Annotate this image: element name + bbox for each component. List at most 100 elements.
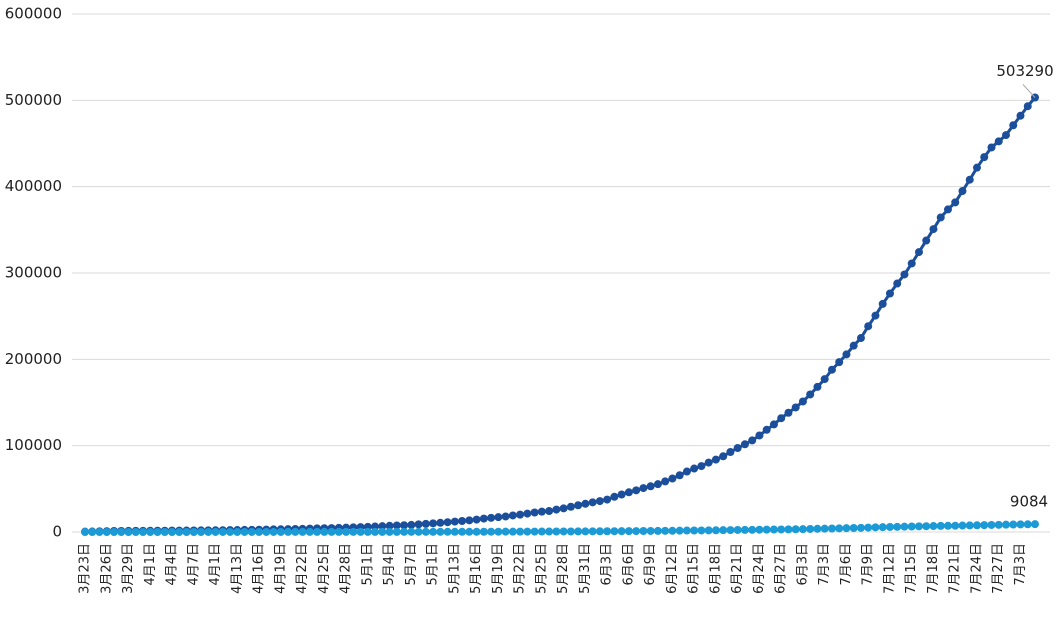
data-point: [798, 397, 807, 406]
data-point: [733, 443, 742, 452]
data-point: [842, 524, 851, 533]
data-point: [168, 527, 177, 536]
data-point: [784, 408, 793, 417]
data-point: [124, 527, 133, 536]
data-point: [501, 512, 510, 521]
data-point: [494, 513, 503, 522]
data-point: [943, 205, 952, 214]
x-tick-label: 3月26日: [99, 543, 114, 594]
x-tick-label: 4月1日: [208, 543, 223, 586]
data-point: [494, 527, 503, 536]
data-point: [820, 375, 829, 384]
data-point: [777, 414, 786, 423]
data-point: [769, 525, 778, 534]
data-point: [545, 507, 554, 516]
data-point: [704, 526, 713, 535]
data-point: [240, 527, 249, 536]
data-point: [516, 510, 525, 519]
data-point: [363, 527, 372, 536]
data-point: [110, 527, 119, 536]
data-point: [965, 175, 974, 184]
data-point: [813, 382, 822, 391]
data-point: [885, 522, 894, 531]
data-point: [936, 213, 945, 222]
data-point: [856, 523, 865, 532]
x-tick-label: 5月1日: [426, 543, 441, 586]
x-tick-label: 5月16日: [469, 543, 484, 594]
data-point: [508, 527, 517, 536]
data-point: [392, 527, 401, 536]
data-point: [588, 498, 597, 507]
data-point: [414, 520, 423, 529]
data-point: [458, 527, 467, 536]
x-tick-label: 6月9日: [643, 543, 658, 586]
data-point: [617, 490, 626, 499]
data-point: [472, 527, 481, 536]
data-point: [407, 520, 416, 529]
data-point: [545, 527, 554, 536]
x-tick-label: 4月28日: [339, 543, 354, 594]
x-tick-label: 4月4日: [165, 543, 180, 586]
data-point: [798, 525, 807, 534]
x-tick-label: 6月3日: [600, 543, 615, 586]
data-point: [131, 527, 140, 536]
x-tick-label: 3月23日: [78, 543, 93, 594]
data-point: [871, 311, 880, 320]
data-point: [400, 527, 409, 536]
data-point: [305, 527, 314, 536]
y-tick-label: 0: [52, 523, 62, 541]
data-point: [117, 527, 126, 536]
data-point: [849, 341, 858, 350]
data-point: [291, 527, 300, 536]
series-line: [84, 96, 1037, 534]
data-point: [907, 522, 916, 531]
data-point: [682, 526, 691, 535]
data-point: [327, 527, 336, 536]
x-tick-label: 5月22日: [513, 543, 528, 594]
data-label: 9084: [1010, 493, 1048, 511]
data-point: [914, 248, 923, 257]
data-point: [762, 525, 771, 534]
data-point: [849, 523, 858, 532]
data-point: [472, 515, 481, 524]
data-point: [987, 520, 996, 529]
data-point: [704, 458, 713, 467]
data-point: [994, 520, 1003, 529]
y-tick-label: 500000: [5, 91, 62, 109]
data-point: [226, 527, 235, 536]
data-point: [856, 334, 865, 343]
x-tick-label: 6月18日: [708, 543, 723, 594]
data-point: [421, 527, 430, 536]
data-point: [530, 527, 539, 536]
x-tick-label: 5月25日: [534, 543, 549, 594]
x-tick-label: 6月12日: [665, 543, 680, 594]
data-point: [893, 279, 902, 288]
data-point: [450, 517, 459, 526]
y-tick-label: 600000: [5, 5, 62, 23]
data-point: [189, 527, 198, 536]
data-point: [407, 527, 416, 536]
data-point: [153, 527, 162, 536]
data-point: [81, 528, 89, 536]
y-tick-label: 200000: [5, 350, 62, 368]
x-tick-label: 7月3日: [817, 543, 832, 586]
data-point: [748, 525, 757, 534]
data-point: [88, 528, 97, 536]
x-tick-label: 5月13日: [447, 543, 462, 594]
data-point: [740, 525, 749, 534]
data-point: [791, 403, 800, 412]
data-point: [487, 527, 496, 536]
data-point: [864, 523, 873, 532]
data-point: [574, 527, 583, 536]
data-point: [436, 527, 445, 536]
y-tick-label: 100000: [5, 436, 62, 454]
data-point: [762, 425, 771, 434]
data-point: [574, 501, 583, 510]
y-tick-label: 300000: [5, 264, 62, 282]
data-point: [690, 526, 699, 535]
data-point: [719, 526, 728, 535]
data-point: [501, 527, 510, 536]
data-point: [276, 527, 285, 536]
x-tick-label: 5月7日: [404, 543, 419, 586]
data-point: [791, 525, 800, 534]
